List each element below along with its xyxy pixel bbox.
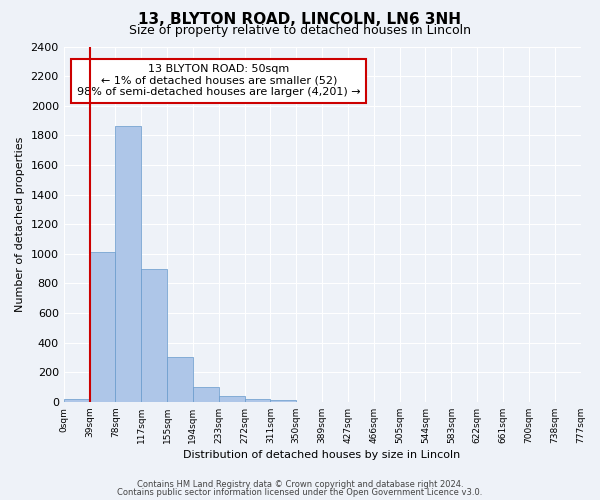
Bar [141,268,167,402]
Bar [115,126,141,402]
Bar [64,399,89,402]
X-axis label: Distribution of detached houses by size in Lincoln: Distribution of detached houses by size … [184,450,461,460]
Text: Size of property relative to detached houses in Lincoln: Size of property relative to detached ho… [129,24,471,37]
Bar [167,358,193,402]
Text: 13, BLYTON ROAD, LINCOLN, LN6 3NH: 13, BLYTON ROAD, LINCOLN, LN6 3NH [139,12,461,28]
Y-axis label: Number of detached properties: Number of detached properties [15,136,25,312]
Text: 13 BLYTON ROAD: 50sqm
← 1% of detached houses are smaller (52)
98% of semi-detac: 13 BLYTON ROAD: 50sqm ← 1% of detached h… [77,64,361,98]
Bar [271,400,296,402]
Text: Contains public sector information licensed under the Open Government Licence v3: Contains public sector information licen… [118,488,482,497]
Bar [89,252,115,402]
Text: Contains HM Land Registry data © Crown copyright and database right 2024.: Contains HM Land Registry data © Crown c… [137,480,463,489]
Bar [219,396,245,402]
Bar [193,387,219,402]
Bar [245,399,271,402]
